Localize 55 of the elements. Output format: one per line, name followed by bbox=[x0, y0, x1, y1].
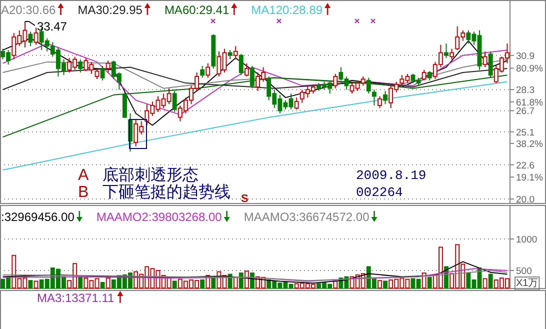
y-tick-label: 20.0 bbox=[516, 194, 534, 206]
annotation: B 下砸笔挺的趋势线 bbox=[78, 183, 231, 201]
candlestick bbox=[378, 96, 382, 109]
y-tick-label: 1000 bbox=[516, 234, 538, 246]
candlestick bbox=[122, 92, 127, 118]
candlestick bbox=[422, 69, 426, 81]
candlestick bbox=[427, 70, 432, 81]
annotation: 33.47 bbox=[36, 19, 68, 34]
candlestick bbox=[100, 65, 105, 81]
annotation: S bbox=[241, 193, 248, 205]
candlestick bbox=[244, 62, 249, 77]
candlestick bbox=[450, 48, 454, 60]
candlestick bbox=[333, 73, 338, 89]
annotation: 002264 bbox=[356, 185, 404, 200]
text: MAAMO3:36674572.00 bbox=[244, 210, 370, 224]
y2-tick-label: 61.8% bbox=[516, 97, 544, 108]
text: MA120:28.89 bbox=[251, 3, 323, 17]
text: A20:30.66 bbox=[1, 3, 56, 17]
candlestick bbox=[366, 77, 371, 94]
candlestick bbox=[106, 60, 110, 73]
candlestick bbox=[444, 43, 448, 58]
candlestick bbox=[94, 68, 100, 80]
candlestick bbox=[233, 46, 238, 60]
line-series bbox=[2, 74, 508, 138]
text: :32969456.00 bbox=[1, 210, 75, 224]
y-tick-label: 28.3 bbox=[516, 85, 534, 96]
candlestick bbox=[172, 90, 177, 113]
line-series bbox=[2, 66, 508, 90]
annotation: A 底部刺透形态 bbox=[78, 166, 199, 184]
text: MA60:29.41 bbox=[164, 3, 230, 17]
candlestick bbox=[482, 50, 488, 68]
y2-tick-label: 19.1% bbox=[516, 172, 544, 184]
candlestick bbox=[372, 89, 376, 106]
candlestick bbox=[78, 58, 83, 73]
candlestick bbox=[238, 54, 244, 76]
y-tick-label: 26.7 bbox=[516, 106, 534, 118]
y-tick-label: 30.9 bbox=[516, 50, 534, 62]
candlestick bbox=[383, 90, 388, 105]
candlestick bbox=[206, 62, 210, 78]
text: MA3:13371.11 bbox=[37, 291, 114, 305]
y-tick-label: 22.6 bbox=[516, 160, 534, 172]
y2-tick-label: 38.2% bbox=[516, 138, 544, 150]
y-tick-label: 25.1 bbox=[516, 127, 534, 138]
candlestick bbox=[250, 65, 254, 89]
candlestick bbox=[228, 50, 232, 60]
annotation: 2009.8.19 bbox=[356, 168, 426, 183]
candlestick bbox=[294, 97, 299, 110]
candlestick bbox=[488, 50, 493, 78]
candlestick bbox=[200, 65, 205, 78]
text: MAAMO2:39803268.00 bbox=[96, 210, 222, 224]
candlestick bbox=[34, 27, 38, 46]
y-tick-label: 500 bbox=[516, 266, 532, 277]
text: MA30:29.95 bbox=[78, 3, 143, 17]
y2-tick-label: 80.9% bbox=[516, 64, 544, 75]
y-axis-title: X1万 bbox=[516, 278, 538, 289]
